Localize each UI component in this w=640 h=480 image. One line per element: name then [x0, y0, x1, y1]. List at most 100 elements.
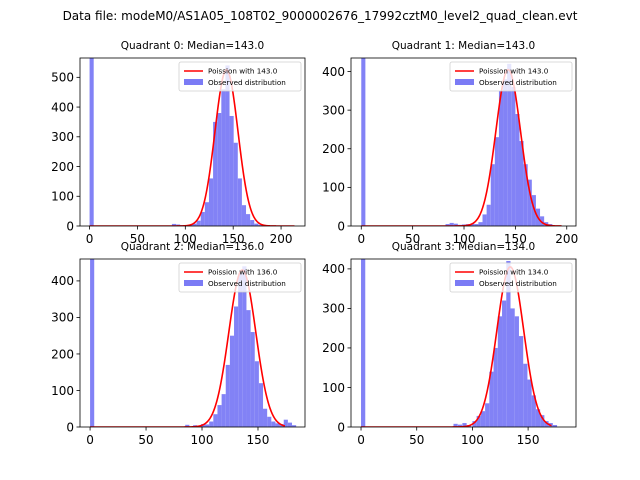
histogram-bar — [531, 395, 536, 427]
histogram-bar — [474, 224, 479, 226]
histogram-bar — [267, 416, 272, 427]
histogram-bar — [283, 419, 288, 427]
histogram-bar — [263, 408, 268, 427]
histogram-bar — [494, 137, 499, 226]
panel-title: Quadrant 1: Median=143.0 — [392, 40, 535, 52]
y-tick-label: 0 — [66, 420, 74, 434]
histogram-bar — [449, 222, 454, 226]
histogram-bar — [271, 421, 276, 427]
histogram-bar — [519, 141, 524, 226]
histogram-bar — [361, 58, 366, 226]
panel-title: Quadrant 2: Median=136.0 — [121, 241, 264, 253]
plot-area — [90, 259, 297, 427]
histogram-bar — [470, 223, 475, 226]
histogram-bar — [503, 79, 508, 226]
histogram-bar — [250, 332, 255, 427]
histogram-bar — [185, 424, 190, 427]
legend-hist-label: Observed distribution — [208, 78, 286, 87]
histogram-bar — [200, 212, 205, 226]
histogram-bar — [361, 259, 366, 427]
axes-frame — [350, 258, 577, 428]
histogram-bar — [196, 220, 201, 226]
histogram-bar — [234, 306, 239, 427]
x-tick-label: 150 — [247, 433, 270, 447]
histogram-bar — [486, 204, 491, 226]
y-tick-label: 400 — [322, 65, 345, 79]
panel-quadrant-1: Quadrant 1: Median=143.0 0 50 100 150 200 0 100… — [322, 40, 578, 246]
axes-frame — [350, 57, 577, 227]
histogram-bar — [254, 361, 259, 427]
histogram-bar — [221, 89, 226, 226]
legend-fit-label: Poission with 134.0 — [479, 268, 549, 277]
y-tick-label: 300 — [322, 302, 345, 316]
histogram-bar — [515, 114, 520, 226]
histogram-bar — [514, 316, 519, 427]
histogram-bar — [217, 113, 222, 226]
legend-hist-label: Observed distribution — [479, 279, 557, 288]
histogram-bar — [489, 371, 494, 427]
histogram-bar — [502, 300, 507, 427]
histogram-bar — [527, 179, 532, 226]
y-tick-label: 300 — [51, 130, 74, 144]
x-tick-label: 0 — [357, 232, 365, 246]
histogram-bar — [506, 260, 511, 427]
histogram-bar — [192, 223, 197, 226]
x-tick-label: 0 — [86, 232, 94, 246]
x-tick-label: 0 — [86, 433, 94, 447]
histogram-bar — [453, 423, 458, 427]
histogram-bar — [287, 422, 293, 427]
x-tick-label: 100 — [174, 232, 197, 246]
x-tick-label: 50 — [409, 433, 424, 447]
histogram-bar — [225, 364, 230, 427]
histogram-bar — [510, 308, 515, 427]
x-tick-label: 100 — [453, 232, 476, 246]
figure-suptitle: Data file: modeM0/AS1A05_108T02_90000026… — [63, 9, 578, 23]
histogram-bar — [237, 178, 242, 226]
histogram-bar — [540, 216, 545, 226]
legend: Poission with 143.0 Observed distribution — [178, 61, 302, 92]
histogram-bar — [544, 421, 549, 427]
y-tick-label: 500 — [51, 71, 74, 85]
histogram-bar — [229, 335, 235, 427]
legend-fit-label: Poission with 143.0 — [479, 67, 549, 76]
legend-fit-label: Poission with 136.0 — [208, 268, 278, 277]
legend: Poission with 134.0 Observed distribution — [449, 262, 573, 293]
histogram-bar — [90, 259, 95, 427]
histogram-bar — [250, 220, 255, 226]
y-tick-label: 100 — [51, 384, 74, 398]
histogram-bar — [523, 363, 528, 427]
histogram-bar — [552, 425, 558, 427]
histogram-bar — [89, 58, 94, 226]
histogram-bar — [238, 273, 243, 427]
panel-title: Quadrant 3: Median=134.0 — [392, 241, 535, 253]
histogram-bar — [213, 414, 218, 427]
histogram-bar — [480, 411, 486, 427]
legend-hist-label: Observed distribution — [479, 78, 557, 87]
histogram-bar — [246, 214, 251, 226]
legend: Poission with 136.0 Observed distribution — [178, 262, 302, 293]
y-tick-label: 100 — [322, 381, 345, 395]
histogram-bar — [229, 115, 234, 226]
histogram-bar — [497, 316, 503, 427]
legend-hist-swatch — [184, 79, 203, 85]
histogram-bar — [478, 222, 483, 226]
histogram-bar — [493, 347, 498, 427]
histogram-bar — [498, 90, 504, 226]
histogram-bar — [292, 425, 297, 427]
y-tick-label: 100 — [322, 181, 345, 195]
histogram-bar — [518, 336, 524, 427]
histogram-bar — [171, 223, 177, 226]
y-tick-label: 0 — [66, 219, 74, 233]
x-tick-label: 100 — [461, 433, 484, 447]
legend-hist-swatch — [455, 280, 474, 286]
axes-frame — [79, 57, 306, 227]
x-tick-label: 150 — [517, 433, 540, 447]
legend-hist-label: Observed distribution — [208, 279, 286, 288]
panel-quadrant-2: Quadrant 2: Median=136.0 0 50 100 150 0 100 200… — [51, 241, 306, 447]
plot-area — [361, 58, 562, 226]
y-tick-label: 200 — [51, 160, 74, 174]
y-tick-label: 0 — [337, 420, 345, 434]
axes-frame — [79, 258, 306, 428]
y-tick-label: 200 — [322, 341, 345, 355]
legend-hist-swatch — [455, 79, 474, 85]
